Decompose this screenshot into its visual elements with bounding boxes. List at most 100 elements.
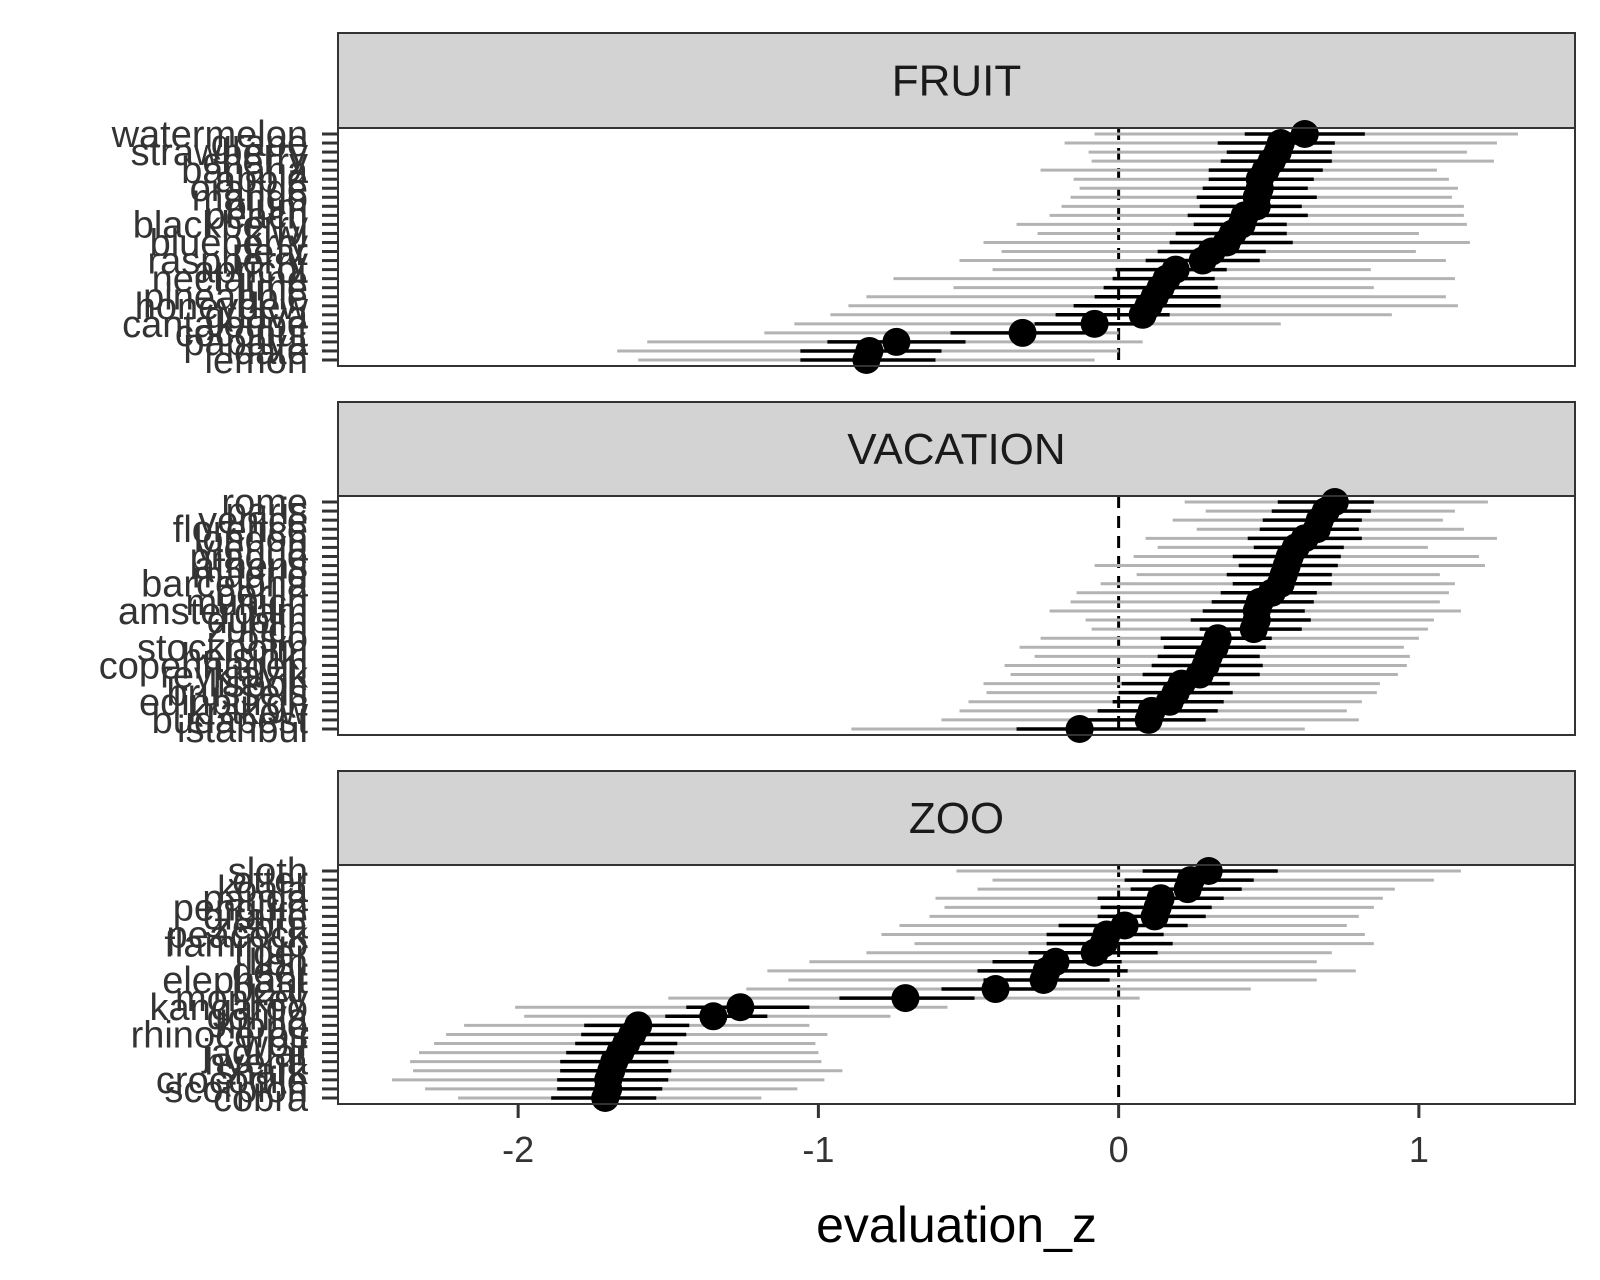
facet-strip [337,770,1576,866]
y-tick-label-scorpion: scorpion [164,1069,308,1111]
y-tick-label-blackberry: blackberry [133,204,308,246]
point-budapest [1134,705,1163,734]
point-monkey [891,984,920,1013]
x-tick-label: 1 [1409,1129,1429,1170]
y-tick-label-madrid: madrid [192,555,308,597]
y-tick-label-berlin: berlin [215,573,308,615]
y-tick-label-cherry: cherry [202,141,308,183]
panel-vacation: VACATION romeparisveniceflorencelondonvie… [99,401,1576,751]
y-tick-label-giraffe: giraffe [203,896,308,938]
y-tick-label-lisbon: lisbon [209,664,308,706]
x-tick-label: 0 [1109,1129,1129,1170]
y-tick-label-apple: apple [215,159,308,201]
y-tick-label-amsterdam: amsterdam [118,591,308,633]
y-tick-label-tiger: tiger [234,933,308,975]
x-tick-label: -2 [502,1129,534,1170]
panel-zoo: ZOO slothotterkoalapandapenguingiraffezeb… [131,770,1576,1120]
y-tick-label-strawberry: strawberry [131,132,308,174]
point-bear [981,975,1010,1004]
y-tick-label-copenhagen: copenhagen [99,645,308,687]
panel-background [338,128,1575,366]
point-raspberry [1188,246,1217,275]
y-tick-label-munich: munich [186,582,309,624]
y-tick-label-cobra: cobra [213,1078,309,1120]
y-tick-label-plum: plum [226,186,308,228]
y-tick-label-edinburgh: edinburgh [139,682,308,724]
y-tick-label-shark: shark [215,1051,309,1093]
y-tick-label-elephant: elephant [162,960,308,1002]
x-axis-title: evaluation_z [816,1197,1097,1253]
point-coconut [1008,318,1037,347]
y-tick-label-zebra: zebra [213,905,309,947]
panel-background [338,496,1575,735]
y-tick-label-paris: paris [226,491,308,533]
y-tick-label-nectarine: nectarine [152,259,308,301]
point-zurich [1239,615,1268,644]
point-koala [1173,875,1202,904]
y-tick-label-pear: pear [232,232,308,274]
y-tick-label-lime: lime [238,268,308,310]
y-tick-label-cantaloupe: cantaloupe [122,304,308,346]
facet-strip [337,32,1576,129]
facet-strip [337,401,1576,497]
y-tick-label-orange: orange [190,168,308,210]
y-tick-label-barcelona: barcelona [141,564,309,606]
y-tick-label-oslo: oslo [238,618,308,660]
y-tick-label-blueberry: blueberry [150,222,308,264]
y-tick-label-helsinki: helsinki [181,636,308,678]
y-tick-label-krakow: krakow [188,691,309,733]
y-tick-label-prague: prague [190,536,308,578]
panel-border [337,495,1576,736]
y-tick-label-gorilla: gorilla [207,996,309,1038]
y-tick-label-mango: mango [192,177,308,219]
y-tick-label-lion: lion [249,942,308,984]
y-tick-label-penguin: penguin [173,887,308,929]
point-watermelon [1290,120,1319,148]
point-kangaroo [726,993,755,1022]
y-tick-label-stockholm: stockholm [137,627,308,669]
point-papaya [882,327,911,356]
point-lemon [852,346,881,374]
y-tick-label-grape: grape [211,123,308,165]
y-tick-label-athens: athens [194,546,308,588]
y-tick-label-banana: banana [181,150,309,192]
point-tiger [1080,938,1109,967]
facet-title: VACATION [847,425,1065,474]
y-tick-label-deer: deer [232,951,308,993]
y-tick-label-monkey: monkey [175,978,308,1020]
y-tick-label-apricot: apricot [194,250,308,292]
y-tick-label-coconut: coconut [175,313,309,355]
y-tick-label-date: date [234,331,308,373]
point-cobra [591,1084,620,1112]
y-tick-label-honeydew: honeydew [135,286,309,328]
y-tick-label-vienna: vienna [196,527,309,569]
point-elephant [1029,965,1058,994]
panel-border [337,864,1576,1105]
y-tick-label-reykjavik: reykjavik [160,655,309,697]
y-tick-label-pineapple: pineapple [143,277,308,319]
y-tick-label-wolf: wolf [239,1024,308,1066]
y-tick-label-kiwi: kiwi [245,213,308,255]
y-tick-label-otter: otter [232,860,308,902]
panel-fruit: FRUIT watermelongrapestrawberrycherrybana… [111,32,1576,382]
point-gorilla [699,1002,728,1031]
y-tick-label-hyena: hyena [204,1042,308,1084]
y-tick-label-zurich: zurich [207,609,308,651]
y-tick-label-koala: koala [217,869,309,911]
y-tick-label-panda: panda [202,878,309,920]
y-tick-label-peach: peach [204,195,308,237]
y-tick-label-papaya: papaya [183,322,309,364]
facet-title: ZOO [909,794,1004,843]
panel-border [337,127,1576,367]
y-tick-label-brussels: brussels [167,673,309,715]
y-tick-label-venice: venice [198,500,308,542]
y-tick-label-budapest: budapest [152,700,309,742]
y-tick-label-sloth: sloth [228,851,308,893]
y-tick-label-rome: rome [221,482,308,524]
y-tick-label-peacock: peacock [166,915,309,957]
point-guava [1128,300,1157,329]
facet-title: FRUIT [892,57,1022,106]
y-tick-label-lemon: lemon [205,340,309,382]
y-tick-label-crocodile: crocodile [156,1060,308,1102]
